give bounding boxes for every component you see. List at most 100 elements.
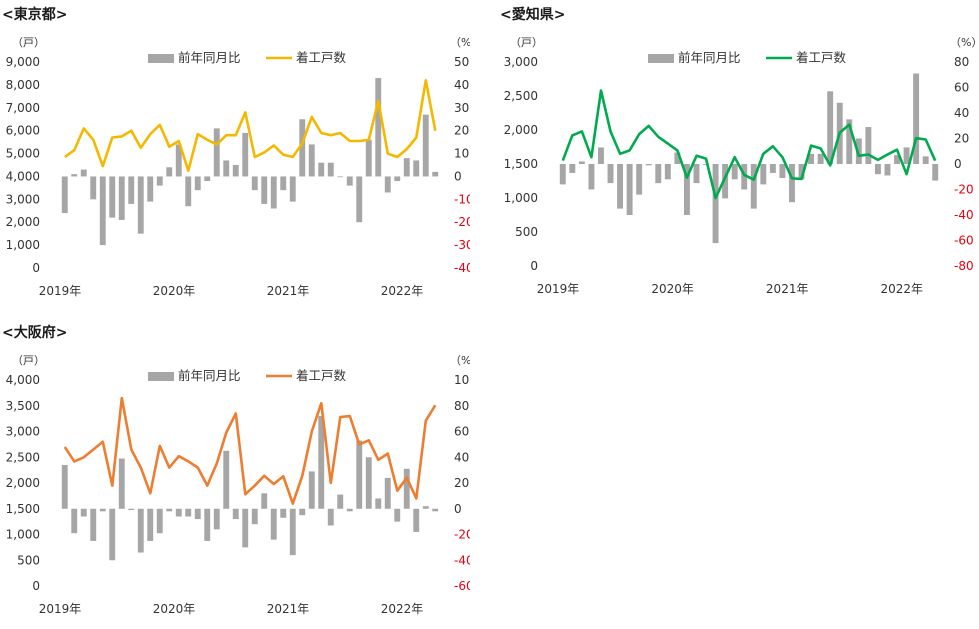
left-tick-label: 3,500 <box>6 399 40 413</box>
x-tick-label: 2021年 <box>267 602 310 616</box>
bar <box>289 176 296 202</box>
bar <box>703 164 709 165</box>
bar <box>636 164 643 195</box>
bar <box>375 78 382 177</box>
left-tick-label: 0 <box>530 259 538 273</box>
right-tick-label: 40 <box>954 106 969 120</box>
bar <box>194 508 201 520</box>
bar <box>251 176 258 191</box>
bar <box>932 164 939 181</box>
bar <box>185 176 192 207</box>
right-tick-label: 0 <box>454 502 462 516</box>
left-tick-label: 2,000 <box>6 215 40 229</box>
bar <box>874 164 881 175</box>
right-tick-label: -40 <box>454 553 470 567</box>
series-line <box>64 79 437 172</box>
bar <box>394 508 401 522</box>
bar <box>598 147 604 164</box>
x-tick-label: 2020年 <box>153 284 196 298</box>
right-tick-label: 40 <box>454 78 469 92</box>
bar <box>413 508 420 532</box>
bar <box>299 119 306 177</box>
left-tick-label: 1,500 <box>6 502 40 516</box>
x-tick-label: 2019年 <box>39 602 82 616</box>
bar <box>147 508 154 541</box>
right-tick-label: -20 <box>454 215 470 229</box>
x-tick-label: 2019年 <box>537 282 580 296</box>
chart-tokyo: <東京都> （戸） （%） 0 1,000 2,000 3,000 4,000 5,000 6,… <box>0 0 482 310</box>
left-tick-label: 3,000 <box>6 192 40 206</box>
right-axis-unit: （%） <box>450 36 470 49</box>
bar <box>99 176 106 246</box>
bar <box>413 160 420 177</box>
right-tick-label: 30 <box>454 101 469 115</box>
right-tick-label: 0 <box>954 157 962 171</box>
bar <box>403 468 410 509</box>
bar <box>327 162 334 177</box>
bar <box>903 147 910 164</box>
legend-line-label: 着工戸数 <box>296 368 347 383</box>
bar <box>308 144 315 177</box>
bar <box>394 176 401 182</box>
left-tick-label: 2,000 <box>504 123 538 137</box>
bar <box>213 128 220 177</box>
bar <box>607 164 614 184</box>
left-axis-unit: （戸） <box>12 36 45 49</box>
right-tick-label: 60 <box>454 425 469 439</box>
bar <box>741 164 748 190</box>
bar <box>865 127 872 164</box>
bar <box>346 176 353 186</box>
bar <box>817 153 824 164</box>
bar <box>213 508 220 530</box>
bar <box>175 144 182 177</box>
bar <box>194 176 201 191</box>
bar <box>432 508 439 512</box>
bar <box>384 176 391 193</box>
bar <box>722 164 729 199</box>
bar <box>375 498 382 509</box>
bar <box>242 508 249 548</box>
chart-svg: （戸） （%） 0 500 1,000 1,500 2,000 2,500 3,000 3,500… <box>6 354 483 616</box>
x-tick-label: 2022年 <box>381 284 424 298</box>
bar <box>559 164 566 185</box>
bar <box>569 164 576 173</box>
bar <box>779 164 786 179</box>
bar <box>261 493 268 509</box>
bar <box>365 457 372 509</box>
bar <box>128 508 135 511</box>
right-tick-label: -40 <box>954 208 974 222</box>
bar <box>204 176 211 182</box>
bar <box>422 506 429 509</box>
legend-line-label: 着工戸数 <box>796 50 847 65</box>
bar <box>683 164 690 215</box>
bar <box>109 508 116 561</box>
right-tick-label: -40 <box>454 261 470 275</box>
bar <box>147 176 154 202</box>
bar <box>156 176 163 186</box>
bar <box>894 155 900 164</box>
x-tick-label: 2020年 <box>651 282 694 296</box>
bar <box>156 508 163 534</box>
bar <box>128 176 135 204</box>
left-tick-label: 8,000 <box>6 78 40 92</box>
right-tick-label: 20 <box>454 124 469 138</box>
left-tick-label: 4,000 <box>6 373 40 387</box>
left-tick-label: 7,000 <box>6 101 40 115</box>
chart-title: <大阪府> <box>2 325 68 341</box>
bar <box>318 416 325 509</box>
bar <box>693 164 700 184</box>
bar <box>655 164 662 184</box>
left-tick-label: 2,000 <box>6 476 40 490</box>
left-tick-label: 5,000 <box>6 147 40 161</box>
bar <box>356 176 363 223</box>
bar <box>280 176 287 191</box>
right-tick-label: -30 <box>454 238 470 252</box>
bar <box>337 494 344 509</box>
right-tick-label: 50 <box>454 55 469 69</box>
bar <box>578 161 585 164</box>
bar <box>846 119 853 164</box>
bar <box>90 176 97 200</box>
bar <box>251 508 258 525</box>
bar <box>403 158 410 177</box>
bar <box>166 167 173 177</box>
